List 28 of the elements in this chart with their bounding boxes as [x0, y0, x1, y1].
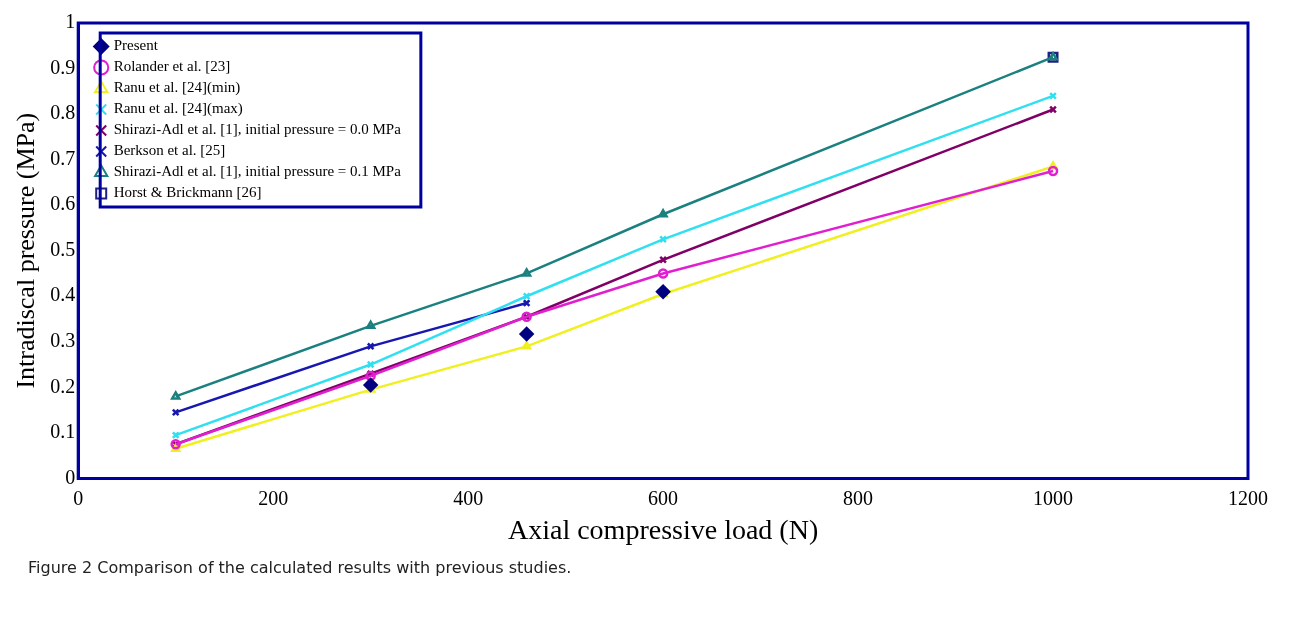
legend-label: Shirazi-Adl et al. [1], initial pressure = 0.1 MPa	[113, 163, 402, 180]
x-tick-label: 1000	[1033, 486, 1074, 509]
x-tick-label: 1200	[1228, 486, 1268, 509]
y-tick-label: 0	[65, 465, 76, 488]
legend-label: Berkson et al. [25]	[113, 142, 226, 159]
x-tick-label: 400	[453, 486, 484, 509]
legend-label: Rolander et al. [23]	[113, 58, 231, 75]
legend-label: Ranu et al. [24](max)	[113, 100, 243, 118]
y-tick-label: 0.3	[50, 329, 76, 352]
y-tick-label: 0.7	[50, 146, 76, 169]
y-tick-label: 0.2	[50, 374, 76, 397]
y-tick-label: 1	[65, 10, 76, 33]
x-tick-label: 600	[648, 486, 679, 509]
x-tick-label: 200	[258, 486, 289, 509]
y-tick-label: 0.9	[50, 55, 76, 78]
x-axis-title: Axial compressive load (N)	[507, 513, 819, 545]
x-tick-label: 800	[843, 486, 874, 509]
legend-label: Shirazi-Adl et al. [1], initial pressure = 0.0 MPa	[113, 121, 402, 138]
y-tick-label: 0.8	[50, 101, 76, 124]
y-tick-label: 0.6	[50, 192, 76, 215]
legend-label: Ranu et al. [24](min)	[113, 79, 241, 97]
caption: Figure 2 Comparison of the calculated results with previous studies.	[27, 557, 573, 579]
y-tick-label: 0.1	[50, 420, 76, 443]
legend-label: Horst & Brickmann [26]	[113, 184, 262, 201]
legend-label: Present	[113, 37, 159, 54]
y-tick-label: 0.5	[50, 237, 76, 260]
y-axis-title: Intradiscal pressure (MPa)	[11, 112, 41, 389]
y-tick-label: 0.4	[50, 283, 76, 306]
